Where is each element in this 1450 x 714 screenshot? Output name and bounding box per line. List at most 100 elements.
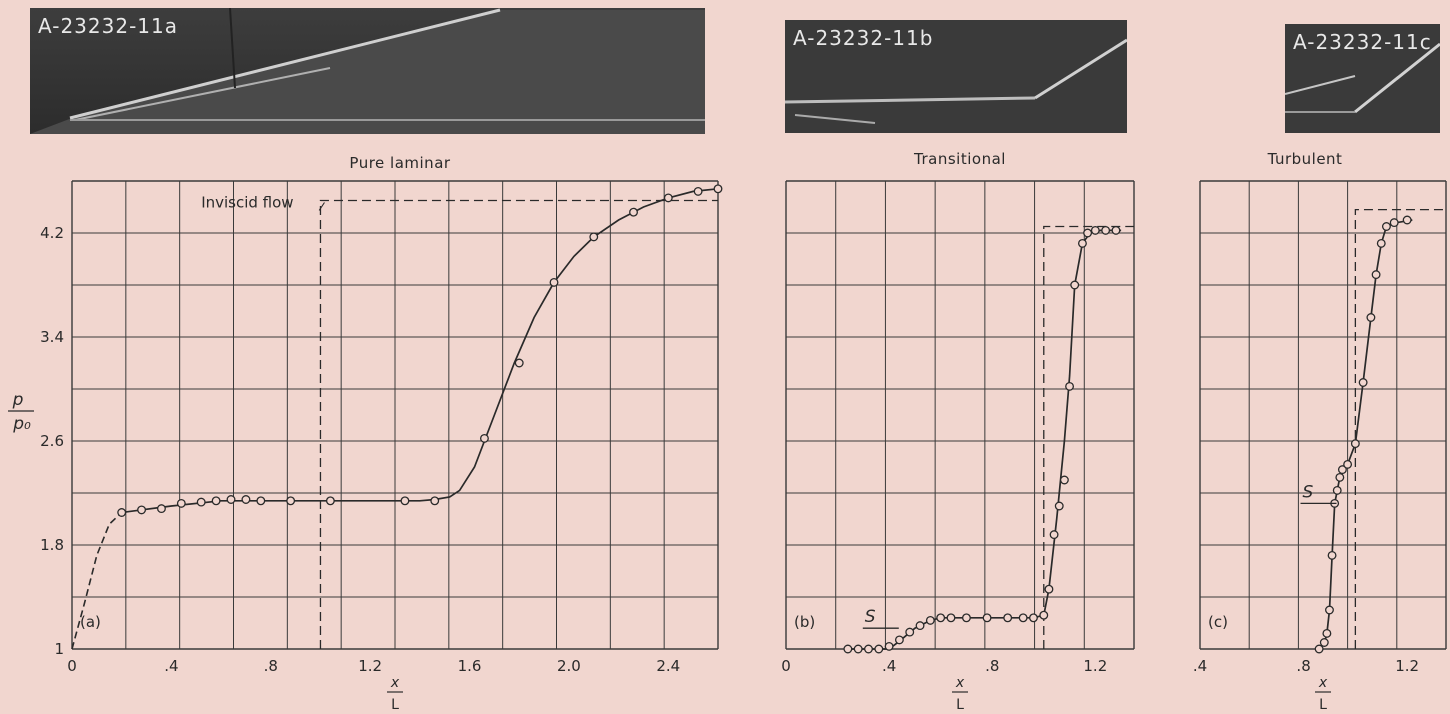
data-point [514, 358, 524, 368]
y-tick-label: 4.2 [40, 224, 64, 242]
x-tick-label: 0 [781, 657, 791, 675]
data-point [156, 504, 166, 514]
inviscid-flow-annotation: Inviscid flow [201, 193, 293, 211]
data-point [982, 613, 992, 623]
inviscid-flow-line [1043, 225, 1134, 649]
chart-b: 0 .4 .8 1.2 xL (b) S [781, 180, 1135, 713]
curve-line [121, 187, 719, 514]
data-point [589, 232, 599, 242]
data-point [1358, 378, 1368, 387]
data-point [241, 495, 251, 504]
data-point [915, 621, 925, 631]
data-point [1322, 628, 1332, 638]
panel-tag: (b) [794, 613, 815, 631]
curve-dashed [71, 511, 123, 650]
data-point [1044, 584, 1054, 594]
data-point [894, 635, 904, 645]
data-point [211, 496, 221, 506]
data-point [1376, 238, 1386, 248]
data-point [905, 627, 915, 637]
data-point [843, 644, 853, 654]
panel-tag: (c) [1208, 613, 1228, 631]
schlieren-flow-b [785, 20, 1127, 133]
data-point [430, 496, 440, 506]
data-point [1314, 644, 1324, 654]
data-point [325, 496, 335, 506]
separation-marker: S [1303, 482, 1314, 502]
data-point [1059, 475, 1069, 485]
panel-title-b: Transitional [914, 150, 1006, 168]
photo-label-a: A-23232-11a [38, 14, 179, 38]
photo-label-c: A-23232-11c [1293, 30, 1432, 54]
y-axis-label: p p₀ [8, 390, 34, 434]
data-point [1335, 472, 1345, 482]
y-axis-label-denominator: p₀ [12, 414, 31, 434]
y-tick-label: 3.4 [40, 328, 64, 346]
y-tick-label: 1 [54, 640, 64, 658]
data-point [874, 644, 884, 654]
x-tick-label: .4 [164, 657, 178, 675]
data-point [713, 184, 723, 194]
data-point [117, 508, 127, 517]
x-tick-label: 2.0 [557, 657, 581, 675]
curve-line [1318, 219, 1413, 650]
data-point [176, 498, 186, 508]
schlieren-flow-c [1285, 24, 1440, 133]
panel-tag: (a) [80, 613, 101, 631]
annotation-leader [318, 202, 325, 211]
x-axis-label-numerator: x [1318, 675, 1328, 691]
data-point [196, 497, 206, 507]
data-point [1083, 228, 1093, 238]
x-tick-label: .8 [985, 657, 999, 675]
data-point [1065, 381, 1075, 391]
separation-marker: S [865, 607, 876, 627]
data-point [1343, 459, 1353, 469]
data-point [1029, 613, 1038, 623]
x-axis-label-numerator: x [955, 675, 965, 691]
data-point [629, 207, 638, 217]
x-tick-label: 1.2 [1083, 657, 1107, 675]
y-axis-label-numerator: p [12, 390, 24, 410]
data-point [663, 193, 673, 203]
x-tick-label: .8 [1296, 657, 1310, 675]
data-point [1389, 218, 1399, 228]
schlieren-photo-a: A-23232-11a [30, 8, 705, 134]
x-tick-label: 1.6 [458, 657, 482, 675]
data-point [1018, 613, 1028, 623]
x-axis-label-denominator: L [391, 697, 399, 713]
data-point [1325, 605, 1334, 615]
data-point [853, 644, 863, 654]
x-axis-label-denominator: L [1319, 697, 1327, 713]
panel-title-a: Pure laminar [349, 154, 451, 172]
data-point [864, 644, 873, 654]
data-point [479, 433, 489, 443]
data-point [137, 505, 147, 515]
inviscid-flow-line [1354, 208, 1446, 649]
data-point [1332, 485, 1342, 495]
data-point [1090, 225, 1100, 235]
data-point [961, 613, 971, 623]
data-point [1366, 313, 1376, 322]
x-tick-label: 2.4 [656, 657, 680, 675]
chart-c: .4 .8 1.2 xL (c) S [1193, 180, 1447, 713]
x-tick-label: .4 [882, 657, 896, 675]
data-point [549, 277, 559, 287]
y-tick-label: 1.8 [40, 536, 64, 554]
data-point [256, 496, 266, 506]
data-point [1101, 225, 1111, 235]
data-point [1350, 439, 1360, 449]
data-point [693, 186, 703, 196]
schlieren-photo-b: A-23232-11b [785, 20, 1127, 133]
chart-a: 0 .4 .8 1.2 1.6 2.0 2.4 1 1.8 2.6 3.4 4.2 xL (a) Invis… [40, 180, 723, 713]
data-point [1049, 530, 1059, 540]
schlieren-photo-c: A-23232-11c [1285, 24, 1440, 133]
data-point [1003, 613, 1013, 623]
x-tick-label: 0 [67, 657, 77, 675]
data-point [1077, 238, 1087, 248]
data-point [1337, 465, 1347, 475]
x-tick-label: .8 [264, 657, 278, 675]
data-point [1039, 610, 1049, 620]
data-point [1402, 215, 1412, 225]
x-tick-label: 1.2 [1395, 657, 1419, 675]
